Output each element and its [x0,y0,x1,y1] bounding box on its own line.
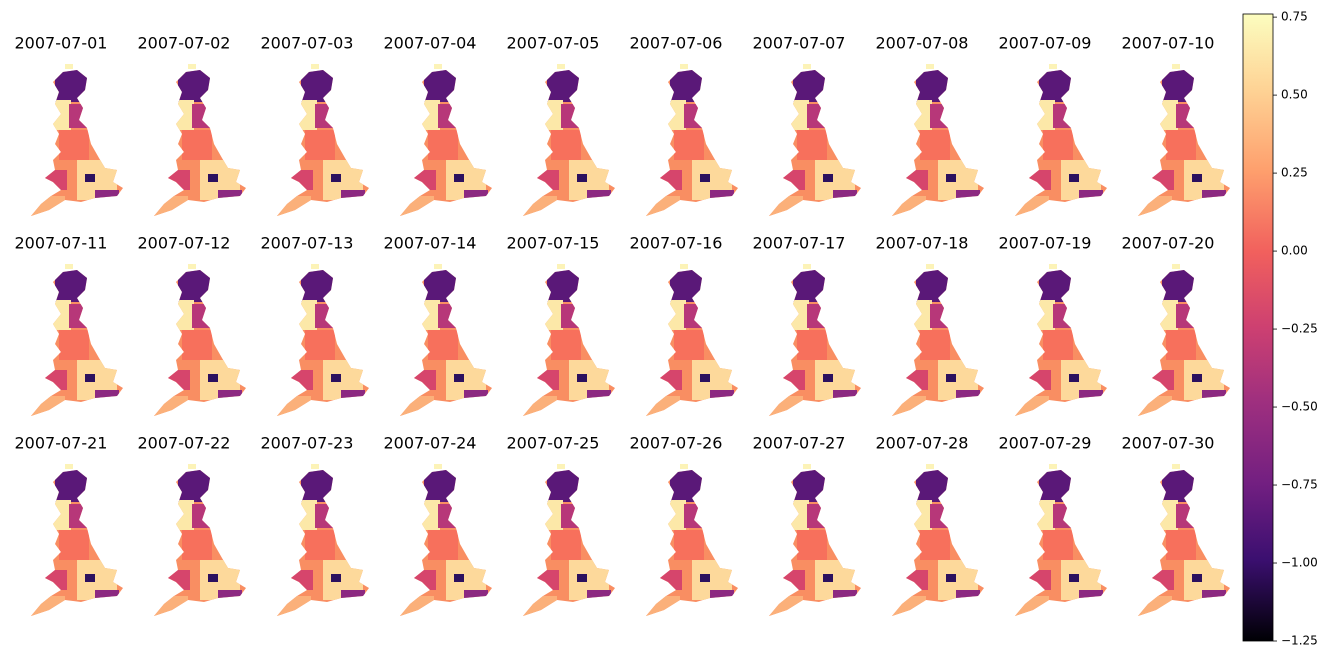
map-grid: 2007-07-01 2007-07-02 2007-07-03 2007-07-04… [15,34,1232,625]
tick-label: −0.25 [1281,322,1318,336]
panel-title: 2007-07-13 [261,234,354,253]
panel-title: 2007-07-17 [753,234,846,253]
panel-title: 2007-07-15 [507,234,600,253]
map [25,464,125,624]
map [394,64,494,224]
panel-title: 2007-07-05 [507,34,600,53]
panel-title: 2007-07-11 [15,234,108,253]
panel-title: 2007-07-23 [261,434,354,453]
panel-title: 2007-07-14 [384,234,477,253]
panel-title: 2007-07-04 [384,34,477,53]
map [763,264,863,424]
map [517,464,617,624]
tick-label: 0.50 [1281,88,1308,102]
map [1009,264,1109,424]
map [886,464,986,624]
map [886,264,986,424]
tick-label: 0.00 [1281,244,1308,258]
map [148,464,248,624]
map [1009,464,1109,624]
map [763,464,863,624]
map [517,64,617,224]
panel-title: 2007-07-10 [1122,34,1215,53]
map [763,64,863,224]
map [148,64,248,224]
map [271,264,371,424]
map [517,264,617,424]
panel-title: 2007-07-26 [630,434,723,453]
map [394,464,494,624]
panel-title: 2007-07-22 [138,434,231,453]
panel-title: 2007-07-01 [15,34,108,53]
map [1132,264,1232,424]
map [25,264,125,424]
map [25,64,125,224]
panel-title: 2007-07-25 [507,434,600,453]
panel-title: 2007-07-20 [1122,234,1215,253]
map [886,64,986,224]
map [640,64,740,224]
panel-title: 2007-07-28 [876,434,969,453]
panel-title: 2007-07-02 [138,34,231,53]
panel-title: 2007-07-29 [999,434,1092,453]
map [640,264,740,424]
panel-title: 2007-07-19 [999,234,1092,253]
tick-label: −1.00 [1281,556,1318,570]
map [271,64,371,224]
map [1132,64,1232,224]
panel-title: 2007-07-16 [630,234,723,253]
colorbar [1242,13,1274,642]
tick-label: −0.75 [1281,478,1318,492]
panel-title: 2007-07-03 [261,34,354,53]
map [148,264,248,424]
panel-title: 2007-07-30 [1122,434,1215,453]
panel-title: 2007-07-09 [999,34,1092,53]
tick-label: −0.50 [1281,400,1318,414]
panel-title: 2007-07-21 [15,434,108,453]
tick-label: −1.25 [1281,634,1318,647]
tick-label: 0.25 [1281,166,1308,180]
panel-title: 2007-07-06 [630,34,723,53]
map [1132,464,1232,624]
panel-title: 2007-07-18 [876,234,969,253]
tick-label: 0.75 [1281,10,1308,24]
map [271,464,371,624]
panel-title: 2007-07-07 [753,34,846,53]
panel-title: 2007-07-24 [384,434,477,453]
panel-title: 2007-07-12 [138,234,231,253]
colorbar-ticks: −1.25 −1.00 −0.75 −0.50 −0.25 0.00 0.25 0.50 0.7… [1273,10,1318,647]
panel-title: 2007-07-27 [753,434,846,453]
panel-title: 2007-07-08 [876,34,969,53]
map [1009,64,1109,224]
map [640,464,740,624]
map [394,264,494,424]
